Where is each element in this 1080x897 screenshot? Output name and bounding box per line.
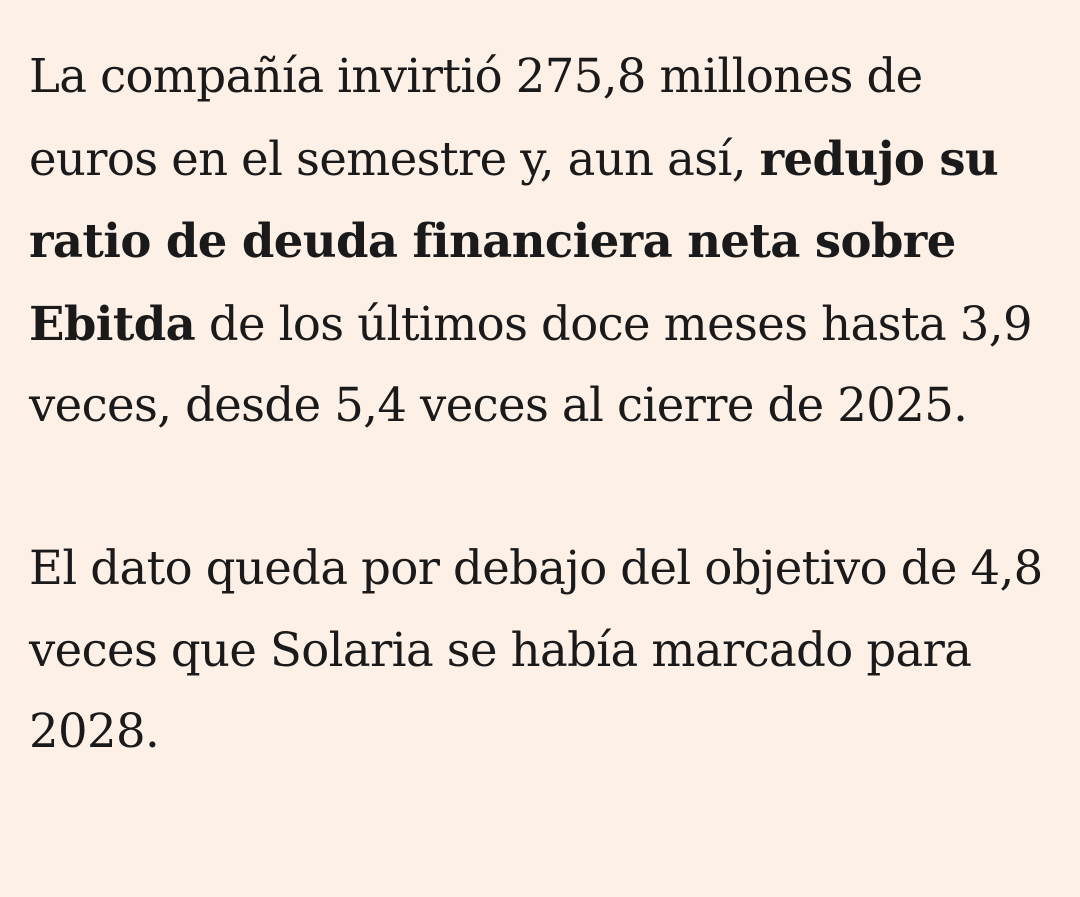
- article-paragraph-1: La compañía invirtió 275,8 millones de e…: [29, 36, 1060, 447]
- paragraph-1-text-after: de los últimos doce meses hasta 3,9 vece…: [29, 296, 1033, 433]
- paragraph-1-highlight: redujo su ratio de deuda financiera neta…: [29, 130, 999, 351]
- article-paragraph-2: El dato queda por debajo del objetivo de…: [29, 541, 1043, 758]
- paragraph-1-text-before: La compañía invirtió 275,8 millones de e…: [29, 49, 923, 186]
